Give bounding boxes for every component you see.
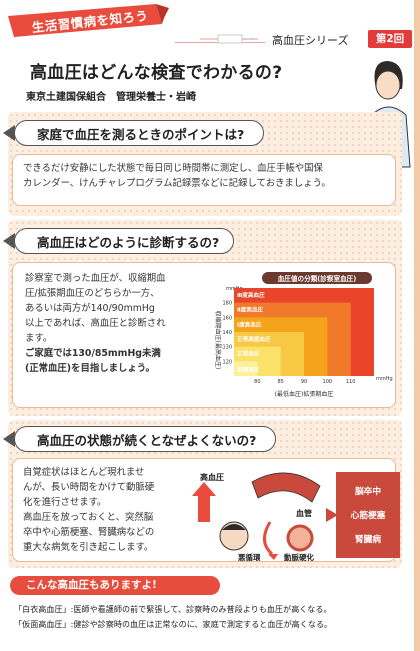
chart-title-pill bbox=[262, 272, 372, 284]
answer-line: あるいは両方が140/90mmHg bbox=[25, 303, 155, 314]
question-text: 高血圧の状態が続くとなぜよくないの? bbox=[37, 432, 257, 448]
answer-line: 卒中や心筋梗塞、腎臓病などの bbox=[23, 527, 155, 538]
chart-y-tick-label: 130 bbox=[222, 345, 232, 351]
chart-x-tick-label: 90 bbox=[301, 379, 307, 385]
question-bubble: 高血圧はどのように診断するの? bbox=[3, 228, 234, 254]
chart-x-tick-label: 100 bbox=[323, 379, 333, 385]
notes: 「白衣高血圧」:医師や看護師の前で緊張して、診察時のみ普段よりも血圧が高くなる。… bbox=[14, 602, 332, 632]
chart-y-label: 収縮期血圧(最高血圧) bbox=[214, 311, 222, 370]
chart-zone-label: Ⅰ度高血圧 bbox=[237, 320, 262, 328]
answer-line: んが、長い時間をかけて動脈硬 bbox=[23, 482, 155, 493]
chart-y-tick-label: 140 bbox=[222, 330, 232, 336]
vessel-label: 血管 bbox=[296, 508, 312, 518]
chart-x-unit: mmHg bbox=[376, 376, 393, 382]
answer-line: 化を進行させます。 bbox=[23, 497, 107, 508]
chart-y-tick-label: 120 bbox=[222, 359, 232, 365]
answer-line: ご家庭では130/85mmHg未満 bbox=[25, 348, 161, 359]
answer-box: できるだけ安静にした状態で毎日同じ時間帯に測定し、血圧手帳や国保 カレンダー、け… bbox=[12, 154, 396, 206]
arrow-label: 高血圧 bbox=[200, 472, 224, 482]
vicious-cycle-illustration: 高血圧 血管 悪循環 動脈硬化 bbox=[192, 472, 321, 562]
chart-y-tick-label: 180 bbox=[222, 301, 232, 307]
disease-myocardial-infarction: 心筋梗塞 bbox=[350, 511, 386, 521]
chart-x-tick-label: 80 bbox=[254, 379, 260, 385]
chart-zone-label: Ⅲ度高血圧 bbox=[237, 291, 265, 299]
answer-line: (正常血圧)を目指しましょう。 bbox=[25, 363, 155, 374]
chart-zone-label: Ⅱ度高血圧 bbox=[237, 306, 263, 314]
question-bubble: 家庭で血圧を測るときのポイントは? bbox=[3, 120, 264, 146]
chart-x-label: (最低血圧)拡張期血圧 bbox=[275, 390, 334, 398]
blood-pressure-classification-chart: 血圧値の分類(診察室血圧) 収縮期血圧(最高血圧) mmHg mmHg (最低血… bbox=[214, 272, 393, 398]
up-arrow-icon bbox=[192, 482, 216, 522]
chart-zone bbox=[234, 361, 258, 376]
issue-badge: 第2回 bbox=[368, 30, 412, 48]
chart-x-tick-label: 85 bbox=[277, 379, 283, 385]
answer-line: ます。 bbox=[25, 333, 53, 344]
diseases-box: 脳卒中 心筋梗塞 腎臓病 bbox=[336, 472, 400, 558]
answer-line: カレンダー、けんチャレプログラム記録票などに記録しておきましょう。 bbox=[23, 178, 331, 189]
chart-zone-label: 正常血圧 bbox=[237, 350, 260, 358]
chart-x-tick-label: 110 bbox=[346, 379, 356, 385]
answer-box: 診察室で測った血圧が、収縮期血 圧/拡張期血圧のどちらか一方、 あるいは両方が1… bbox=[12, 262, 396, 408]
answer-line: 重大な病気を引き起こします。 bbox=[23, 542, 154, 553]
hardening-label: 動脈硬化 bbox=[284, 552, 314, 562]
right-arrow-icon bbox=[326, 508, 338, 522]
page-title: 高血圧はどんな検査でわかるの? bbox=[30, 63, 283, 83]
chart-title: 血圧値の分類(診察室血圧) bbox=[278, 274, 357, 283]
answer-line: 以上であれば、高血圧と診断され bbox=[25, 318, 166, 329]
disease-stroke: 脳卒中 bbox=[354, 487, 382, 497]
answer-line: 高血圧を放っておくと、突然脳 bbox=[23, 512, 154, 523]
question-text: 家庭で血圧を測るときのポイントは? bbox=[37, 126, 245, 142]
answer-line: 圧/拡張期血圧のどちらか一方、 bbox=[25, 288, 160, 299]
note-heading-band: こんな高血圧もありますよ! bbox=[10, 576, 220, 595]
chart-y-tick-label: 160 bbox=[222, 315, 232, 321]
cycle-label: 悪循環 bbox=[238, 552, 261, 562]
answer-line: 自覚症状はほとんど現れませ bbox=[23, 467, 145, 478]
series-name: 高血圧シリーズ bbox=[272, 34, 349, 47]
answer-line: 診察室で測った血圧が、収縮期血 bbox=[25, 273, 166, 284]
note-masked: 「仮面高血圧」:健診や診察時の血圧は正常なのに、家庭で測定すると血圧が高くなる。 bbox=[14, 619, 333, 629]
syringe-icon bbox=[200, 34, 258, 44]
question-bubble: 高血圧の状態が続くとなぜよくないの? bbox=[3, 426, 276, 452]
chart-zone-label: 正常高値血圧 bbox=[237, 335, 271, 343]
byline: 東京土建国保組合 管理栄養士・岩崎 bbox=[26, 92, 196, 103]
note-white-coat: 「白衣高血圧」:医師や看護師の前で緊張して、診察時のみ普段よりも血圧が高くなる。 bbox=[14, 604, 332, 614]
series-ribbon: 生活習慣病を知ろう bbox=[6, 4, 169, 40]
disease-kidney: 腎臓病 bbox=[354, 535, 382, 545]
answer-line: できるだけ安静にした状態で毎日同じ時間帯に測定し、血圧手帳や国保 bbox=[23, 163, 323, 174]
chart-zone-label: 至適血圧 bbox=[237, 365, 260, 373]
question-text: 高血圧はどのように診断するの? bbox=[37, 234, 220, 250]
